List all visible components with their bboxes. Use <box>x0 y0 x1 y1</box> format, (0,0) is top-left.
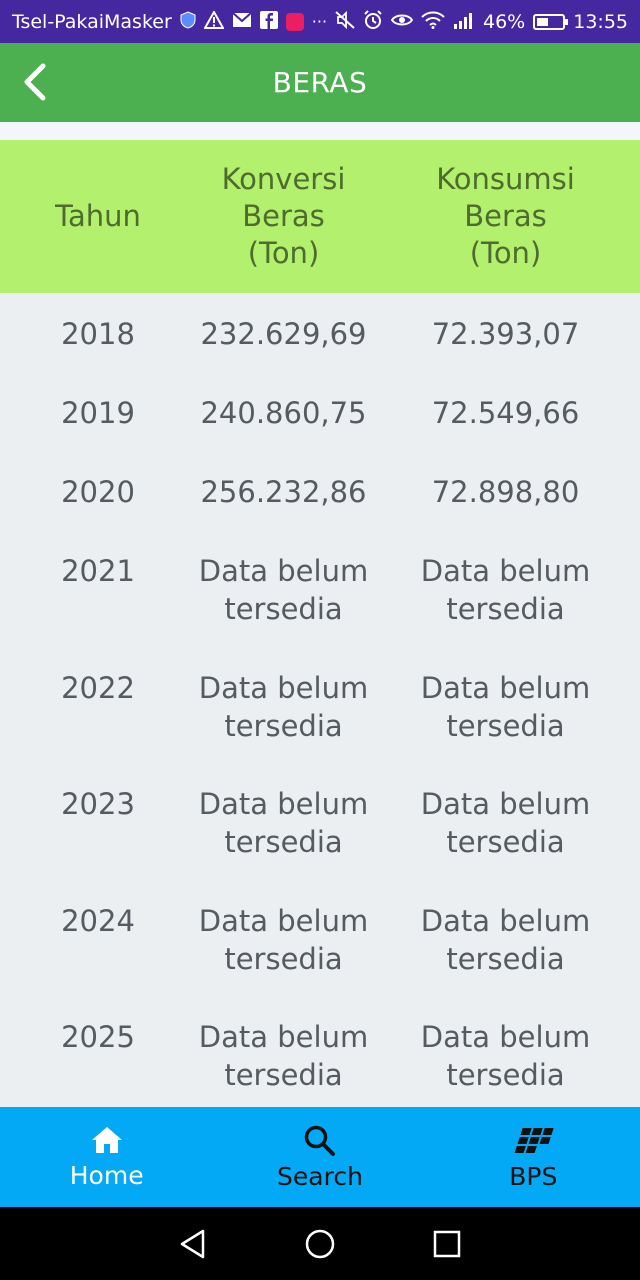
konsumsi-cell: Data belum tersedia <box>420 670 591 743</box>
year-cell: 2024 <box>61 903 135 938</box>
eye-comfort-icon <box>390 12 414 31</box>
back-arrow-icon <box>24 63 46 101</box>
header-divider <box>0 122 640 140</box>
konsumsi-cell: Data belum tersedia <box>420 1020 591 1092</box>
mute-icon <box>335 10 355 32</box>
konversi-cell: Data belum tersedia <box>198 554 369 626</box>
status-right: 46% 13:55 <box>335 10 628 33</box>
nav-home[interactable]: Home <box>0 1107 213 1207</box>
nav-bps[interactable]: BPS <box>427 1107 640 1207</box>
bottom-navigation: Home Search BPS <box>0 1107 640 1207</box>
year-cell: 2021 <box>61 554 135 588</box>
nav-search[interactable]: Search <box>213 1107 426 1207</box>
system-back-button[interactable] <box>173 1224 213 1264</box>
home-icon <box>91 1126 122 1153</box>
status-bar: Tsel-PakaiMasker ··· 46% <box>0 0 640 43</box>
table-body: 2018 232.629,69 72.393,07 2019 240.860,7… <box>0 293 640 1113</box>
table-row: 2021 Data belum tersedia Data belum tersed… <box>0 530 640 647</box>
triangle-back-icon <box>181 1229 205 1258</box>
year-cell: 2025 <box>61 1020 135 1054</box>
konsumsi-cell: Data belum tersedia <box>420 554 591 626</box>
page-title: BERAS <box>272 66 368 99</box>
facebook-icon <box>259 11 278 32</box>
table-header: Tahun Konversi Beras (Ton) Konsumsi Bera… <box>0 140 640 293</box>
konversi-cell: Data belum tersedia <box>198 1020 369 1092</box>
square-recents-icon <box>433 1230 460 1257</box>
battery-icon <box>533 13 569 30</box>
year-cell: 2022 <box>61 670 135 705</box>
column-header-year: Tahun <box>55 199 141 233</box>
konversi-cell: 232.629,69 <box>200 317 367 351</box>
column-header-konversi: Konversi Beras (Ton) <box>221 162 346 270</box>
year-cell: 2023 <box>61 787 135 821</box>
year-cell: 2019 <box>61 396 135 430</box>
konsumsi-cell: Data belum tersedia <box>420 787 591 859</box>
table-row: 2019 240.860,75 72.549,66 <box>0 372 640 451</box>
konsumsi-cell: 72.898,80 <box>431 475 580 509</box>
app-bar: BERAS <box>0 43 640 122</box>
system-home-button[interactable] <box>300 1224 340 1264</box>
battery-percent: 46% <box>483 10 526 33</box>
konsumsi-cell: 72.393,07 <box>431 317 580 351</box>
signal-icon <box>453 11 475 32</box>
wifi-icon <box>421 11 445 32</box>
carrier-name: Tsel-PakaiMasker <box>12 10 172 33</box>
konsumsi-cell: Data belum tersedia <box>420 903 591 976</box>
konversi-cell: 256.232,86 <box>200 475 367 509</box>
circle-home-icon <box>305 1229 335 1258</box>
back-button[interactable] <box>10 57 60 107</box>
alarm-icon <box>363 10 383 33</box>
konsumsi-cell: 72.549,66 <box>431 396 580 430</box>
table-row: 2022 Data belum tersedia Data belum tersed… <box>0 647 640 764</box>
shield-icon <box>180 11 196 32</box>
konversi-cell: Data belum tersedia <box>198 670 369 743</box>
app-notification-icon <box>285 12 304 31</box>
bps-logo-icon <box>514 1127 555 1153</box>
nav-search-label: Search <box>277 1161 363 1191</box>
warning-icon <box>203 9 225 32</box>
status-left: Tsel-PakaiMasker ··· <box>12 9 335 33</box>
konversi-cell: Data belum tersedia <box>198 787 369 859</box>
table-row: 2018 232.629,69 72.393,07 <box>0 293 640 372</box>
mail-icon <box>232 12 252 31</box>
nav-home-label: Home <box>69 1160 144 1190</box>
year-cell: 2018 <box>61 317 135 351</box>
search-icon <box>304 1125 335 1156</box>
table-row: 2024 Data belum tersedia Data belum tersed… <box>0 880 640 997</box>
column-header-konsumsi: Konsumsi Beras (Ton) <box>436 162 575 270</box>
table-row: 2020 256.232,86 72.898,80 <box>0 451 640 530</box>
system-recents-button[interactable] <box>427 1224 467 1264</box>
table-row: 2025 Data belum tersedia Data belum tersed… <box>0 996 640 1113</box>
clock: 13:55 <box>573 10 628 33</box>
konversi-cell: 240.860,75 <box>200 396 367 430</box>
nav-bps-label: BPS <box>509 1161 558 1191</box>
more-notifications-icon: ··· <box>311 11 328 31</box>
table-row: 2023 Data belum tersedia Data belum tersed… <box>0 763 640 880</box>
system-navigation-bar <box>0 1207 640 1280</box>
year-cell: 2020 <box>61 475 135 509</box>
konversi-cell: Data belum tersedia <box>198 903 369 976</box>
